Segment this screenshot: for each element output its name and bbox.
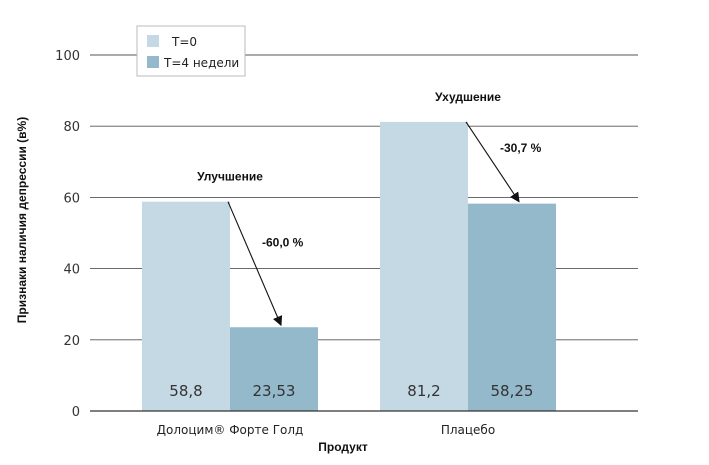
legend-label-t4: T=4 недели [163, 56, 239, 70]
bar-t4-1 [468, 203, 556, 411]
annotation-change: -60,0 % [262, 235, 304, 249]
y-axis-title: Признаки наличия депрессии (в%) [15, 117, 29, 323]
x-category-label: Плацебо [441, 423, 495, 437]
bar-value-label: 23,53 [253, 382, 296, 400]
x-axis-title: Продукт [318, 440, 368, 454]
legend-swatch-t0 [147, 35, 159, 47]
y-tick-label: 60 [63, 191, 80, 206]
annotation-title: Улучшение [197, 170, 263, 184]
y-axis-ticks: 0 20 40 60 80 100 [55, 49, 80, 420]
y-tick-label: 40 [63, 263, 80, 278]
legend-swatch-t4 [147, 56, 159, 68]
bar-value-label: 58,25 [491, 382, 534, 400]
annotation-change: -30,7 % [500, 141, 542, 155]
y-tick-label: 0 [72, 405, 80, 420]
bar-value-label: 81,2 [407, 382, 440, 400]
bars [142, 121, 556, 411]
annotation-arrow [227, 201, 283, 327]
legend: T=0 T=4 недели [136, 25, 246, 77]
annotations: Улучшение -60,0 % Ухудшение -30,7 % [197, 90, 542, 327]
y-tick-label: 20 [63, 334, 80, 349]
y-tick-label: 100 [55, 49, 80, 64]
legend-label-t0: T=0 [171, 35, 197, 49]
bar-t0-1 [380, 121, 468, 411]
y-tick-label: 80 [63, 120, 80, 135]
bar-value-label: 58,8 [169, 382, 202, 400]
x-axis-categories: Долоцим® Форте Голд Плацебо [157, 423, 496, 437]
bar-value-labels: 58,8 23,53 81,2 58,25 [169, 382, 533, 400]
bar-t4-0 [230, 327, 318, 411]
annotation-title: Ухудшение [435, 90, 501, 104]
annotation-arrow [465, 121, 520, 203]
bar-t0-0 [142, 201, 230, 411]
x-category-label: Долоцим® Форте Голд [157, 423, 304, 437]
